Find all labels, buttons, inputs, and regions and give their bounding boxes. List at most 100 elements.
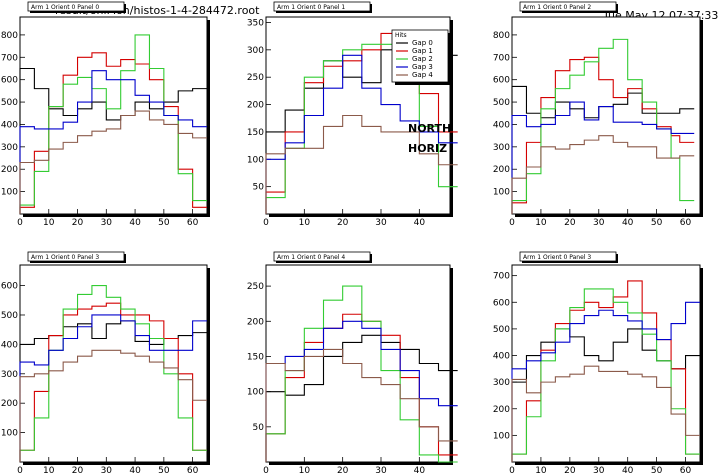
- series-line-gap-3: [511, 301, 700, 462]
- panel-title: Arm 1 Orient 0 Panel 1: [277, 4, 345, 11]
- y-tick-label: 700: [493, 272, 510, 282]
- legend-title: Hits: [395, 32, 407, 39]
- x-tick-label: 0: [509, 218, 515, 228]
- x-tick-label: 60: [187, 466, 199, 474]
- y-tick-label: 300: [247, 46, 264, 56]
- x-tick-label: 40: [129, 466, 141, 474]
- panel-0: Arm 1 Orient 0 Panel 0 0 10 20 30 40 50 60 100 20…: [1, 1, 210, 228]
- x-tick-label: 0: [17, 218, 23, 228]
- annotation-north: NORTH: [408, 122, 451, 135]
- panel-5: Arm 1 Orient 0 Panel 3 0 10 20 30 40 50 60 100 20…: [493, 251, 703, 474]
- panel-title: Arm 1 Orient 0 Panel 0: [31, 4, 99, 11]
- x-tick-label: 10: [43, 466, 55, 474]
- title-box: [27, 1, 125, 12]
- y-tick-label: 100: [247, 388, 264, 398]
- y-tick-label: 200: [247, 317, 264, 327]
- series-line-gap-3: [511, 101, 695, 214]
- y-tick-label: 800: [493, 31, 510, 41]
- series-line-gap-4: [19, 110, 207, 214]
- series-line-gap-4: [511, 365, 700, 462]
- panel-frame: [511, 264, 701, 463]
- series-line-gap-3: [265, 54, 458, 214]
- series-line-gap-2: [511, 288, 700, 462]
- y-tick-label: 400: [493, 120, 510, 130]
- x-tick-label: 0: [263, 466, 269, 474]
- panel-frame: [19, 264, 208, 463]
- y-tick-label: 200: [493, 405, 510, 415]
- y-tick-label: 200: [1, 399, 18, 409]
- x-tick-label: 60: [680, 218, 692, 228]
- series-line-gap-0: [265, 334, 458, 462]
- x-tick-label: 40: [129, 218, 141, 228]
- series-line-gap-4: [265, 114, 458, 214]
- x-tick-label: 0: [509, 466, 515, 474]
- series-line-gap-4: [511, 135, 695, 214]
- y-tick-label: 500: [493, 98, 510, 108]
- y-tick-label: 300: [493, 143, 510, 153]
- panel-2: Arm 1 Orient 0 Panel 2 0 10 20 30 40 50 60 100 20…: [493, 1, 703, 228]
- series-line-gap-3: [19, 70, 207, 214]
- y-tick-label: 100: [247, 155, 264, 165]
- x-tick-label: 10: [43, 218, 55, 228]
- y-tick-label: 400: [493, 352, 510, 362]
- x-tick-label: 50: [158, 218, 170, 228]
- panel-frame: [511, 16, 701, 215]
- x-tick-label: 30: [101, 218, 113, 228]
- y-tick-label: 600: [1, 282, 18, 292]
- panel-title: Arm 1 Orient 0 Panel 3: [31, 254, 99, 261]
- series-line-gap-3: [265, 320, 458, 462]
- y-tick-label: 100: [493, 431, 510, 441]
- x-tick-label: 20: [564, 466, 576, 474]
- y-tick-label: 350: [247, 18, 264, 28]
- y-tick-label: 400: [1, 120, 18, 130]
- y-tick-label: 800: [1, 31, 18, 41]
- x-tick-label: 50: [651, 218, 663, 228]
- y-tick-label: 700: [1, 53, 18, 63]
- series-line-gap-4: [19, 349, 207, 462]
- x-tick-label: 40: [414, 218, 426, 228]
- y-tick-label: 100: [493, 188, 510, 198]
- x-tick-label: 0: [17, 466, 23, 474]
- x-tick-label: 50: [158, 466, 170, 474]
- series-line-gap-3: [19, 314, 207, 462]
- x-tick-label: 40: [622, 466, 634, 474]
- legend-entry: Gap 4: [412, 71, 433, 79]
- y-tick-label: 600: [493, 298, 510, 308]
- title-box: [27, 251, 125, 262]
- y-tick-label: 300: [1, 143, 18, 153]
- y-tick-label: 150: [247, 128, 264, 138]
- x-tick-label: 30: [375, 466, 387, 474]
- legend-box: [391, 29, 449, 83]
- x-tick-label: 20: [337, 466, 349, 474]
- y-tick-label: 300: [1, 370, 18, 380]
- x-tick-label: 20: [72, 466, 84, 474]
- x-tick-label: 30: [375, 218, 387, 228]
- y-tick-label: 100: [1, 188, 18, 198]
- x-tick-label: 10: [535, 218, 547, 228]
- y-tick-label: 250: [247, 282, 264, 292]
- series-line-gap-4: [265, 348, 458, 462]
- y-tick-label: 50: [253, 183, 265, 193]
- x-tick-label: 60: [187, 218, 199, 228]
- series-line-gap-0: [19, 67, 207, 214]
- x-tick-label: 10: [299, 466, 311, 474]
- x-tick-label: 60: [680, 466, 692, 474]
- x-tick-label: 30: [593, 466, 605, 474]
- x-tick-label: 10: [535, 466, 547, 474]
- title-box: [273, 251, 371, 262]
- legend-entry: Gap 3: [412, 63, 433, 71]
- y-tick-label: 200: [1, 165, 18, 175]
- x-tick-label: 20: [72, 218, 84, 228]
- y-tick-label: 200: [493, 165, 510, 175]
- x-tick-label: 30: [593, 218, 605, 228]
- y-tick-label: 300: [493, 378, 510, 388]
- x-tick-label: 40: [414, 466, 426, 474]
- title-box: [519, 251, 617, 262]
- panel-title: Arm 1 Orient 0 Panel 4: [277, 254, 345, 261]
- y-tick-label: 200: [247, 101, 264, 111]
- y-tick-label: 400: [1, 340, 18, 350]
- series-line-gap-2: [19, 285, 207, 462]
- annotation-horiz: HORIZ: [408, 142, 447, 155]
